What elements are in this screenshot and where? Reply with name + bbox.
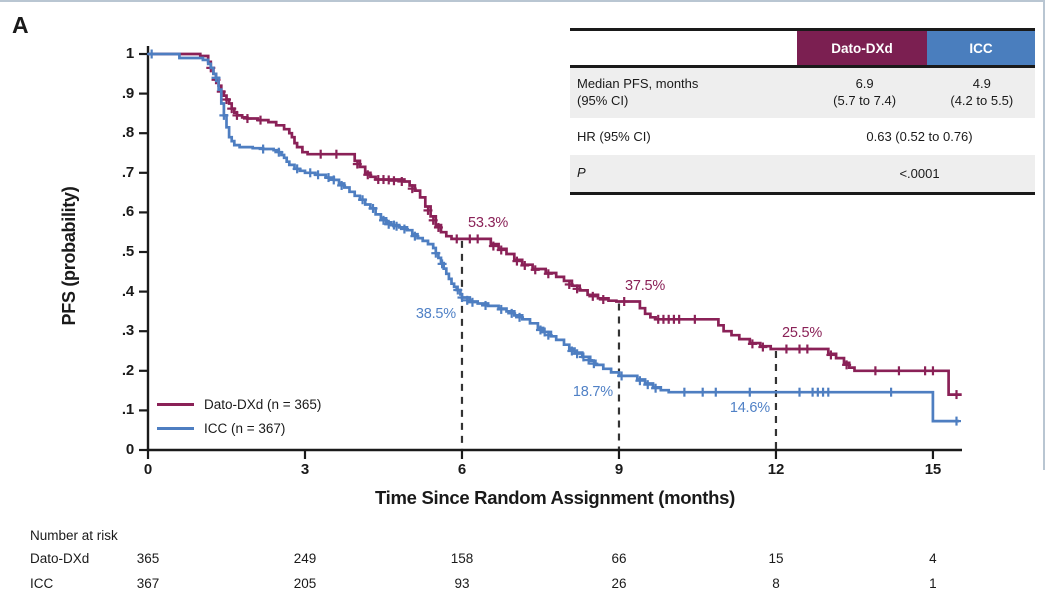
x-tick-label: 3 bbox=[300, 461, 310, 478]
risk-value: 205 bbox=[293, 576, 317, 591]
annotation-label: 37.5% bbox=[624, 277, 666, 294]
annotation-label: 18.7% bbox=[572, 383, 613, 400]
risk-value: 26 bbox=[611, 576, 627, 591]
y-tick-label: 1 bbox=[125, 45, 134, 62]
y-tick-label: .7 bbox=[121, 163, 134, 181]
risk-value: 8 bbox=[772, 576, 780, 591]
dato-line-swatch bbox=[157, 402, 194, 406]
risk-table-title: Number at risk bbox=[30, 528, 118, 543]
stats-row-p: P <.0001 bbox=[570, 154, 1035, 195]
median-icc: 4.9 (4.2 to 5.5) bbox=[950, 76, 1014, 108]
x-tick-label: 9 bbox=[614, 461, 624, 478]
header-cell-icc: ICC bbox=[927, 31, 1035, 65]
stats-row-hr: HR (95% CI) 0.63 (0.52 to 0.76) bbox=[570, 118, 1035, 155]
icc-line-swatch bbox=[157, 426, 194, 430]
y-tick-label: .4 bbox=[121, 282, 134, 300]
annotation-label: 25.5% bbox=[781, 325, 823, 342]
legend-label: Dato-DXd (n = 365) bbox=[204, 396, 322, 412]
median-dato: 6.9 (5.7 to 7.4) bbox=[833, 76, 897, 108]
x-tick-label: 0 bbox=[143, 461, 153, 478]
y-tick-label: .3 bbox=[121, 322, 134, 340]
y-tick-label: .6 bbox=[121, 203, 134, 221]
row-label: P bbox=[577, 164, 586, 180]
y-tick-label: .2 bbox=[121, 361, 134, 379]
p-value: <.0001 bbox=[899, 165, 940, 181]
row-label: HR (95% CI) bbox=[577, 128, 651, 144]
annotation-label: 14.6% bbox=[729, 400, 770, 417]
stats-table-header: Dato-DXd ICC bbox=[570, 28, 1035, 68]
figure-right-border bbox=[1043, 2, 1045, 470]
x-tick-label: 15 bbox=[924, 461, 942, 478]
plot-legend: Dato-DXd (n = 365) ICC (n = 367) bbox=[157, 392, 321, 440]
x-tick-label: 6 bbox=[457, 461, 467, 478]
row-label: Median PFS, months (95% CI) bbox=[577, 76, 699, 108]
summary-stats-table: Dato-DXd ICC Median PFS, months (95% CI)… bbox=[570, 28, 1035, 195]
risk-value: 158 bbox=[450, 551, 474, 566]
y-tick-label: .9 bbox=[121, 84, 134, 102]
risk-value: 367 bbox=[136, 576, 160, 591]
legend-item-icc: ICC (n = 367) bbox=[157, 416, 321, 440]
hr-value: 0.63 (0.52 to 0.76) bbox=[866, 128, 973, 144]
y-tick-label: 0 bbox=[125, 441, 134, 458]
risk-value: 15 bbox=[768, 551, 784, 566]
figure-top-border bbox=[0, 0, 1045, 2]
risk-value: 66 bbox=[611, 551, 627, 566]
header-cell-dato: Dato-DXd bbox=[797, 31, 927, 65]
x-axis-title: Time Since Random Assignment (months) bbox=[375, 487, 735, 508]
risk-row-label-icc: ICC bbox=[30, 576, 54, 591]
annotation-label: 38.5% bbox=[415, 305, 456, 322]
risk-value: 249 bbox=[293, 551, 317, 566]
x-tick-label: 12 bbox=[767, 461, 785, 478]
risk-value: 4 bbox=[929, 551, 937, 566]
legend-item-dato: Dato-DXd (n = 365) bbox=[157, 392, 321, 416]
y-axis-title: PFS (probability) bbox=[59, 186, 79, 326]
risk-value: 1 bbox=[929, 576, 937, 591]
panel-label: A bbox=[12, 12, 29, 38]
risk-value: 365 bbox=[136, 551, 160, 566]
y-tick-label: .5 bbox=[121, 243, 134, 260]
risk-value: 93 bbox=[454, 576, 470, 591]
y-tick-label: .1 bbox=[121, 401, 134, 419]
header-blank-cell bbox=[570, 31, 797, 65]
y-tick-label: .8 bbox=[121, 124, 134, 142]
legend-label: ICC (n = 367) bbox=[204, 420, 286, 436]
risk-row-label-dato: Dato-DXd bbox=[30, 551, 90, 566]
annotation-label: 53.3% bbox=[467, 214, 509, 231]
stats-row-median: Median PFS, months (95% CI) 6.9 (5.7 to … bbox=[570, 68, 1035, 118]
